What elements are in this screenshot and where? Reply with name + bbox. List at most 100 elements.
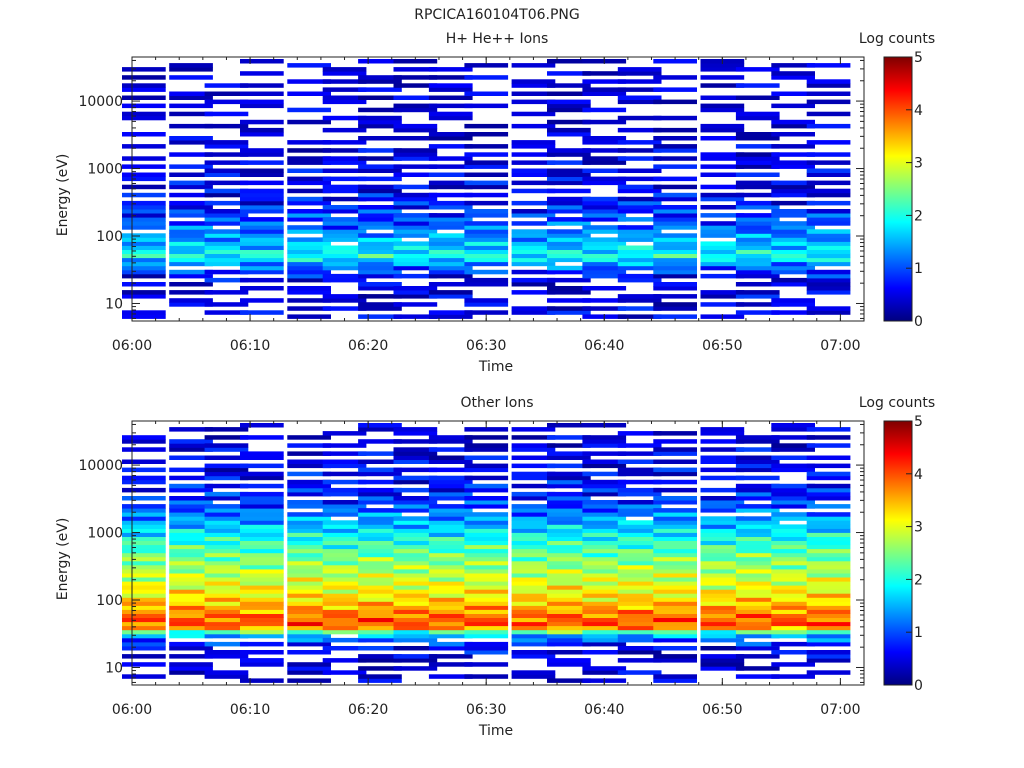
heatmap-cell bbox=[287, 540, 331, 546]
heatmap-cell bbox=[169, 629, 213, 635]
heatmap-cell bbox=[240, 589, 284, 594]
heatmap-cell bbox=[771, 237, 815, 242]
heatmap-cell bbox=[287, 471, 331, 477]
heatmap-cell bbox=[393, 245, 438, 250]
heatmap-cell bbox=[169, 585, 213, 590]
heatmap-cell bbox=[393, 200, 438, 206]
heatmap-cell bbox=[771, 504, 815, 509]
heatmap-cell bbox=[547, 605, 591, 610]
heatmap-cell bbox=[393, 156, 438, 161]
heatmap-cell bbox=[735, 67, 780, 72]
heatmap-cell bbox=[735, 269, 780, 275]
heatmap-cell bbox=[122, 435, 166, 440]
heatmap-cell bbox=[735, 516, 780, 521]
heatmap-cell bbox=[322, 544, 367, 550]
panel-title: Other Ions bbox=[460, 395, 533, 411]
heatmap-cell bbox=[511, 577, 556, 582]
heatmap-cell bbox=[358, 156, 402, 161]
heatmap-cell bbox=[393, 508, 438, 513]
heatmap-cell bbox=[582, 516, 627, 521]
heatmap-cell bbox=[287, 463, 331, 469]
x-tick-label: 06:10 bbox=[230, 702, 270, 718]
heatmap-cell bbox=[122, 200, 166, 206]
heatmap-cell bbox=[169, 560, 213, 566]
heatmap-cell bbox=[617, 184, 662, 190]
heatmap-cell bbox=[617, 249, 662, 254]
heatmap-cell bbox=[428, 536, 473, 541]
heatmap-cell bbox=[735, 115, 780, 121]
heatmap-cell bbox=[204, 91, 249, 96]
heatmap-cell bbox=[287, 200, 331, 206]
heatmap-cell bbox=[511, 593, 556, 598]
heatmap-cell bbox=[735, 249, 780, 254]
heatmap-cell bbox=[511, 633, 556, 639]
heatmap-cell bbox=[358, 192, 402, 198]
heatmap-cell bbox=[806, 487, 851, 493]
heatmap-cell bbox=[771, 427, 815, 432]
heatmap-cell bbox=[771, 423, 815, 428]
heatmap-cell bbox=[653, 451, 697, 456]
heatmap-cell bbox=[358, 552, 402, 558]
colorbar-tick-label: 3 bbox=[914, 156, 923, 172]
heatmap-cell bbox=[428, 282, 473, 287]
heatmap-cell bbox=[511, 221, 556, 226]
heatmap-cell bbox=[511, 241, 556, 246]
x-tick-label: 06:20 bbox=[348, 702, 388, 718]
heatmap-cell bbox=[428, 75, 473, 80]
heatmap-cell bbox=[428, 459, 473, 464]
heatmap-cell bbox=[464, 617, 509, 623]
heatmap-cell bbox=[122, 225, 166, 230]
heatmap-cell bbox=[617, 520, 662, 525]
heatmap-cell bbox=[653, 217, 697, 222]
heatmap-cell bbox=[287, 528, 331, 533]
heatmap-cell bbox=[735, 654, 780, 659]
heatmap-cell bbox=[464, 225, 509, 230]
heatmap-cell bbox=[204, 650, 249, 655]
heatmap-cell bbox=[464, 585, 509, 590]
heatmap-cell bbox=[169, 577, 213, 582]
heatmap-cell bbox=[169, 589, 213, 594]
heatmap-cell bbox=[240, 286, 284, 291]
heatmap-cell bbox=[169, 241, 213, 246]
heatmap-cell bbox=[287, 520, 331, 525]
heatmap-cell bbox=[617, 569, 662, 574]
heatmap-cell bbox=[464, 463, 509, 469]
heatmap-cell bbox=[204, 192, 249, 198]
heatmap-cell bbox=[511, 569, 556, 574]
heatmap-cell bbox=[122, 520, 166, 525]
heatmap-cell bbox=[700, 63, 745, 68]
heatmap-cell bbox=[653, 560, 697, 566]
heatmap-cell bbox=[358, 459, 402, 464]
heatmap-cell bbox=[806, 213, 851, 218]
heatmap-cell bbox=[393, 577, 438, 582]
heatmap-cell bbox=[428, 560, 473, 566]
heatmap-cell bbox=[464, 447, 509, 452]
heatmap-cell bbox=[358, 237, 402, 242]
heatmap-cell bbox=[204, 585, 249, 590]
heatmap-cell bbox=[511, 140, 556, 145]
heatmap-cell bbox=[393, 249, 438, 254]
heatmap-cell bbox=[700, 205, 745, 210]
heatmap-cell bbox=[122, 103, 166, 109]
heatmap-cell bbox=[322, 487, 367, 493]
heatmap-cell bbox=[771, 500, 815, 505]
heatmap-cell bbox=[428, 213, 473, 218]
heatmap-cell bbox=[653, 87, 697, 92]
heatmap-cell bbox=[240, 556, 284, 562]
heatmap-cell bbox=[204, 435, 249, 440]
heatmap-cell bbox=[358, 597, 402, 602]
heatmap-cell bbox=[771, 601, 815, 606]
heatmap-cell bbox=[464, 467, 509, 473]
heatmap-cell bbox=[806, 548, 851, 554]
heatmap-cell bbox=[428, 593, 473, 598]
heatmap-cell bbox=[322, 265, 367, 271]
heatmap-cell bbox=[547, 103, 591, 109]
heatmap-cell bbox=[735, 111, 780, 117]
heatmap-cell bbox=[547, 310, 591, 315]
heatmap-cell bbox=[240, 188, 284, 194]
heatmap-cell bbox=[204, 601, 249, 606]
heatmap-cell bbox=[240, 577, 284, 582]
heatmap-cell bbox=[358, 491, 402, 497]
heatmap-cell bbox=[582, 435, 627, 440]
heatmap-cell bbox=[169, 63, 213, 68]
